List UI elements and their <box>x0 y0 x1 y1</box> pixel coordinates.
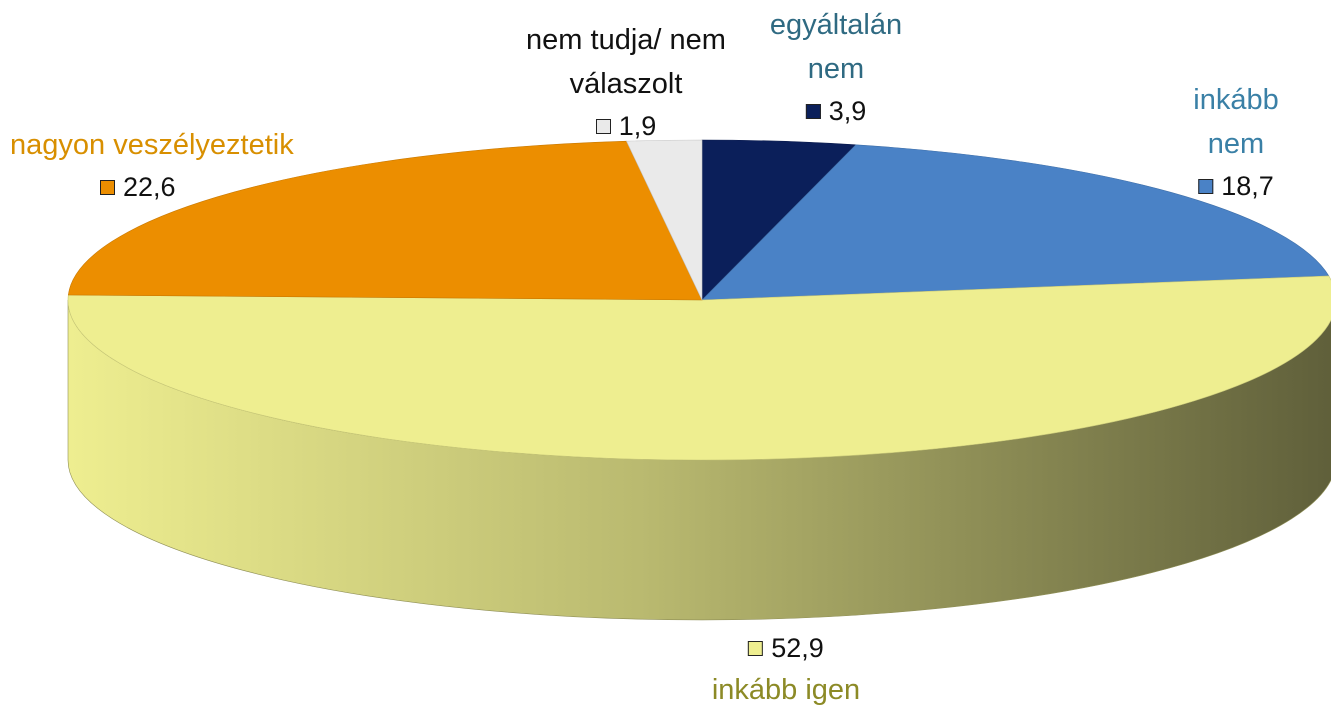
legend-swatch <box>748 640 764 656</box>
value-label: 1,9 <box>618 111 657 141</box>
slice <box>67 275 1331 461</box>
category-label: nem tudja/ nem válaszolt <box>526 24 726 100</box>
value-row: 22,6 <box>100 167 176 207</box>
value-label: 52,9 <box>771 633 824 663</box>
value-row: 3,9 <box>805 91 867 131</box>
slice <box>701 144 1330 301</box>
slice <box>67 140 703 301</box>
slice-label: nem tudja/ nem válaszolt 1,9 <box>526 18 726 146</box>
legend-swatch <box>1198 178 1214 194</box>
legend-swatch <box>595 118 611 134</box>
category-label: nagyon veszélyeztetik <box>10 129 294 161</box>
category-label: egyáltalán nem <box>769 9 903 85</box>
legend-swatch <box>805 103 821 119</box>
slice-label: inkább igen 52,9 <box>712 628 860 707</box>
value-label: 3,9 <box>828 96 867 126</box>
value-row: 18,7 <box>1198 166 1274 206</box>
slice-label: inkább nem 18,7 <box>1193 78 1278 206</box>
value-row: 1,9 <box>595 106 657 146</box>
legend-swatch <box>100 179 115 195</box>
value-label: 18,7 <box>1221 171 1274 201</box>
value-row: 52,9 <box>748 628 824 668</box>
category-label: inkább nem <box>1193 84 1279 160</box>
slice <box>626 139 703 301</box>
slice-label: nagyon veszélyeztetik 22,6 <box>10 123 294 207</box>
category-label: inkább igen <box>711 674 861 706</box>
value-label: 22,6 <box>123 172 176 202</box>
slice-label: egyáltalán nem 3,9 <box>770 3 902 131</box>
